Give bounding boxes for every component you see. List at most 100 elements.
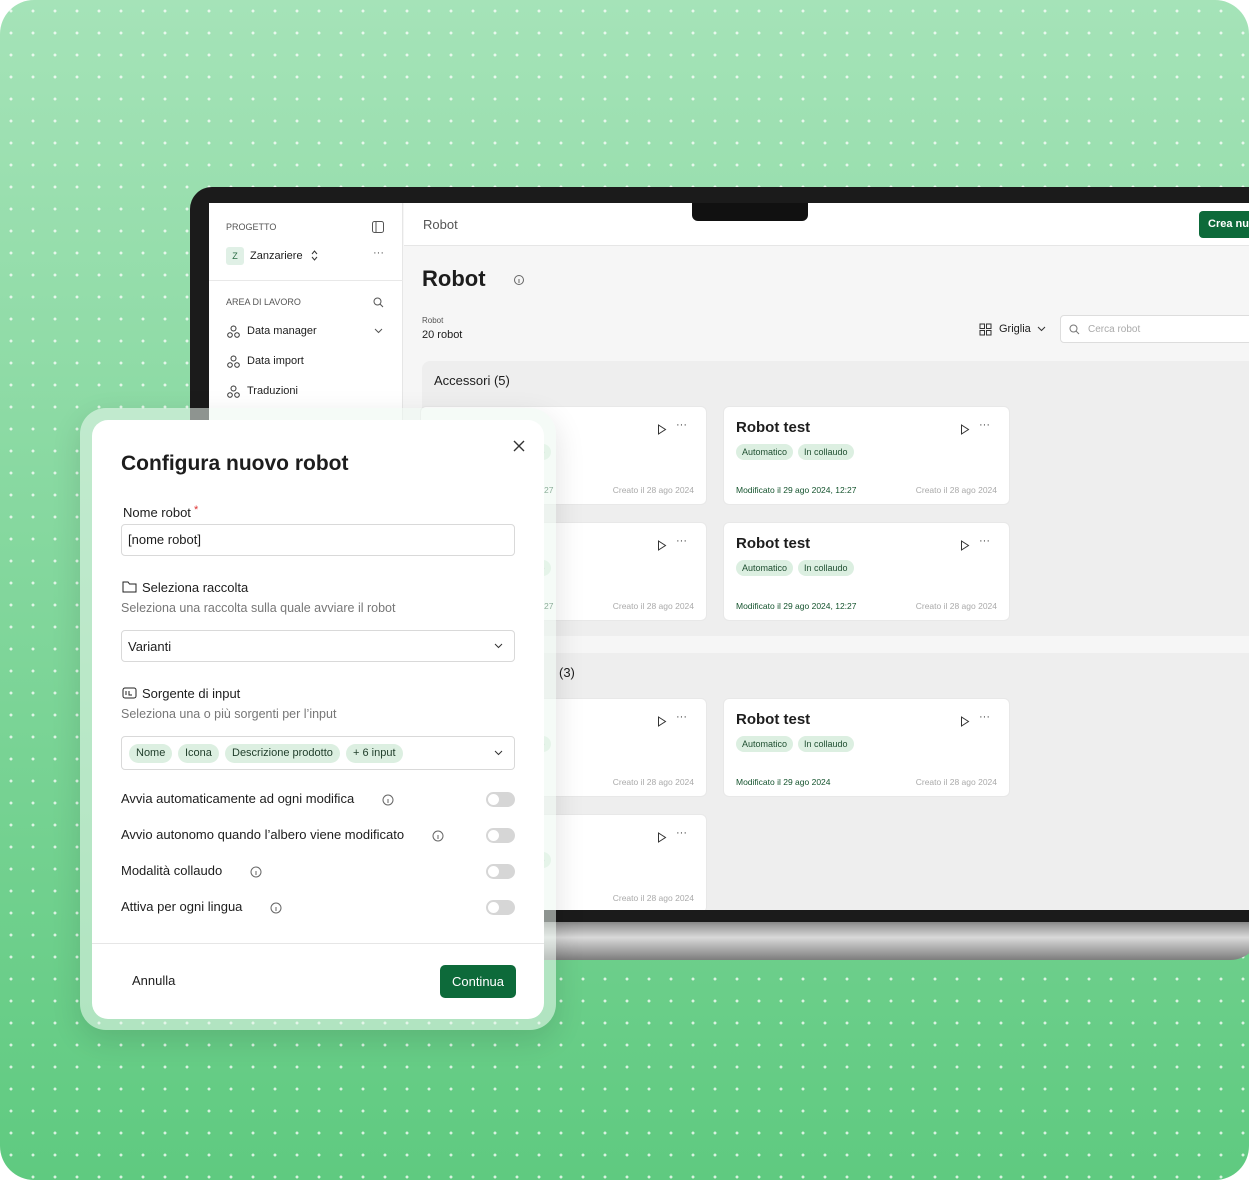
modal-title: Configura nuovo robot (121, 452, 349, 475)
toggle-label: Modalità collaudo (121, 863, 223, 878)
breadcrumb[interactable]: Robot (423, 217, 458, 232)
created-date: Creato il 28 ago 2024 (915, 601, 997, 611)
created-date: Creato il 28 ago 2024 (612, 485, 694, 495)
name-input[interactable] (121, 524, 515, 556)
input-chip[interactable]: Nome (129, 744, 173, 763)
card-menu[interactable]: ··· (676, 535, 687, 547)
grid-icon[interactable] (979, 323, 992, 336)
workspace-label: AREA DI LAVORO (226, 297, 301, 307)
field-label: Nome robot (123, 505, 191, 520)
more-icon[interactable]: ··· (373, 247, 384, 259)
card-tag: In collaudo (798, 444, 854, 460)
select-value: Varianti (128, 639, 172, 654)
camera-notch (692, 203, 808, 221)
search-placeholder: Cerca robot (1088, 324, 1141, 335)
run-button[interactable] (657, 538, 667, 556)
divider (209, 280, 403, 281)
card-tag: In collaudo (798, 560, 854, 576)
section-label: Sorgente di input (142, 686, 241, 701)
required-mark: * (194, 504, 199, 516)
nav-item[interactable]: Data import (247, 355, 304, 367)
confirm-button[interactable]: Continua (440, 965, 516, 998)
toggle-label: Attiva per ogni lingua (121, 899, 243, 914)
card-menu[interactable]: ··· (979, 419, 990, 431)
folder-icon (122, 581, 137, 593)
project-label: PROGETTO (226, 222, 277, 232)
card-title: Robot test (736, 535, 811, 552)
toggle-switch[interactable] (486, 864, 515, 879)
card-menu[interactable]: ··· (676, 827, 687, 839)
run-button[interactable] (960, 422, 970, 440)
nav-icon[interactable] (227, 325, 240, 343)
search-box-icon (1069, 324, 1080, 335)
card-title: Robot test (736, 711, 811, 728)
card-tag: In collaudo (798, 736, 854, 752)
input-icon (122, 687, 137, 699)
nav-item[interactable]: Traduzioni (247, 385, 298, 397)
page-title: Robot (422, 266, 486, 291)
info-icon[interactable] (432, 829, 444, 847)
view-selector[interactable]: Griglia (999, 323, 1031, 335)
input-chip[interactable]: Descrizione prodotto (225, 744, 340, 763)
collection-select[interactable] (121, 630, 515, 662)
count-label: Robot (422, 316, 444, 325)
nav-item[interactable]: Data manager (247, 325, 317, 337)
input-chip[interactable]: Icona (178, 744, 219, 763)
created-date: Creato il 28 ago 2024 (915, 485, 997, 495)
project-switch-icon[interactable] (310, 249, 319, 262)
card-tag: Automatico (736, 560, 794, 576)
info-icon[interactable] (382, 793, 394, 811)
cancel-button[interactable]: Annulla (132, 973, 176, 988)
create-button[interactable]: Crea nu (1199, 211, 1249, 238)
toggle-label: Avvia automaticamente ad ogni modifica (121, 791, 355, 806)
card-tag: Automatico (736, 736, 794, 752)
created-date: Creato il 28 ago 2024 (612, 601, 694, 611)
select-chevron (494, 750, 503, 756)
toggle-switch[interactable] (486, 900, 515, 915)
info-icon[interactable] (250, 865, 262, 883)
nav-icon[interactable] (227, 355, 240, 373)
card-menu[interactable]: ··· (676, 419, 687, 431)
run-button[interactable] (960, 538, 970, 556)
group-title: (3) (559, 665, 575, 680)
run-button[interactable] (960, 714, 970, 732)
created-date: Creato il 28 ago 2024 (612, 893, 694, 903)
divider (92, 943, 544, 944)
nav-icon[interactable] (227, 385, 240, 403)
toggle-switch[interactable] (486, 792, 515, 807)
group-title: Accessori (5) (434, 373, 510, 388)
input-chip[interactable]: + 6 input (346, 744, 403, 763)
select-chevron (494, 643, 503, 649)
project-avatar: Z (226, 247, 244, 265)
card-menu[interactable]: ··· (979, 535, 990, 547)
modified-date: Modificato il 29 ago 2024, 12:27 (736, 601, 857, 611)
modal: Configura nuovo robot Nome robot * [nome… (92, 420, 544, 1019)
topbar (404, 203, 1249, 246)
expand-icon[interactable] (374, 328, 383, 334)
collapse-icon[interactable] (372, 221, 384, 233)
card-menu[interactable]: ··· (979, 711, 990, 723)
toggle-switch[interactable] (486, 828, 515, 843)
view-chevron[interactable] (1037, 326, 1046, 332)
run-button[interactable] (657, 714, 667, 732)
close-button[interactable] (513, 440, 525, 452)
robot-count: 20 robot (422, 329, 463, 341)
run-button[interactable] (657, 830, 667, 848)
info-icon[interactable] (270, 901, 282, 919)
toggle-label: Avvio autonomo quando l’albero viene mod… (121, 827, 405, 842)
modified-date: Modificato il 29 ago 2024 (736, 777, 831, 787)
run-button[interactable] (657, 422, 667, 440)
section-help: Seleziona una raccolta sulla quale avvia… (121, 601, 396, 615)
search-icon[interactable] (373, 297, 384, 308)
card-menu[interactable]: ··· (676, 711, 687, 723)
created-date: Creato il 28 ago 2024 (612, 777, 694, 787)
search-box[interactable] (1060, 315, 1249, 343)
project-name[interactable]: Zanzariere (250, 250, 303, 262)
input-multiselect[interactable]: Nome Icona Descrizione prodotto + 6 input (121, 736, 515, 770)
section-label: Seleziona raccolta (142, 580, 249, 595)
info-icon[interactable] (513, 274, 525, 286)
